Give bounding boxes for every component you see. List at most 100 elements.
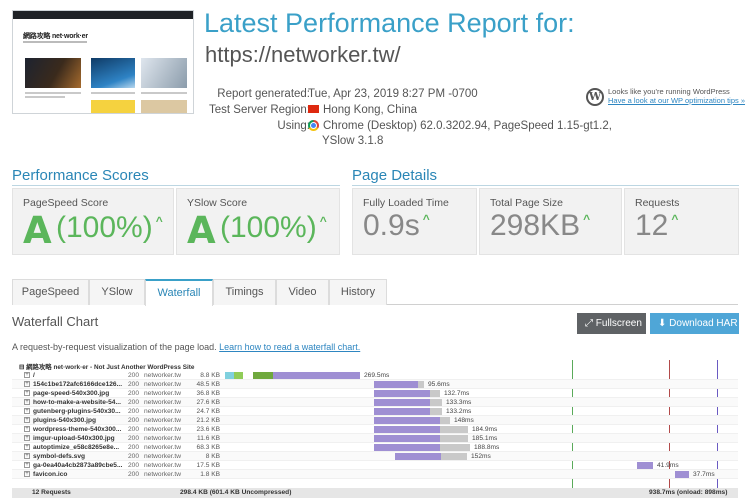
learn-waterfall-link[interactable]: Learn how to read a waterfall chart. xyxy=(219,342,361,352)
request-domain: networker.tw xyxy=(144,381,182,388)
request-time: 152ms xyxy=(471,453,491,460)
tab-timings[interactable]: Timings xyxy=(213,279,276,305)
pagespeed-score-label: PageSpeed Score xyxy=(23,197,109,209)
request-time: 269.5ms xyxy=(364,372,390,379)
tab-video[interactable]: Video xyxy=(276,279,329,305)
waterfall-row[interactable]: + page-speed-540x300.jpg 200 networker.tw 36… xyxy=(12,389,738,398)
timing-bar xyxy=(675,471,689,478)
timing-bar xyxy=(440,417,450,424)
total-page-size-value: 298KB xyxy=(490,209,581,242)
expand-row-icon[interactable]: + xyxy=(24,372,30,378)
expand-row-icon[interactable]: + xyxy=(24,399,30,405)
caret-up-icon: ^ xyxy=(422,212,430,226)
timing-bar xyxy=(225,372,234,379)
waterfall-chart: ⊟ 網路攻略 net·work·er - Not Just Another Wo… xyxy=(12,360,738,503)
expand-row-icon[interactable]: + xyxy=(24,435,30,441)
request-domain: networker.tw xyxy=(144,390,182,397)
fully-loaded-card: Fully Loaded Time 0.9s ^ xyxy=(352,188,477,255)
fullscreen-icon: ⤢ xyxy=(585,318,596,329)
request-status: 200 xyxy=(128,453,140,460)
tab-pagespeed[interactable]: PageSpeed xyxy=(12,279,89,305)
report-title: Latest Performance Report for: xyxy=(204,8,575,38)
expand-row-icon[interactable]: + xyxy=(24,444,30,450)
waterfall-row[interactable]: + symbol-defs.svg 200 networker.tw 8 KB 152ms xyxy=(12,452,738,461)
test-region-row: Test Server Region: Hong Kong, China xyxy=(0,104,750,118)
footer-size: 298.4 KB (601.4 KB Uncompressed) xyxy=(180,489,292,496)
request-status: 200 xyxy=(128,372,140,379)
test-region-label: Test Server Region: xyxy=(209,104,310,116)
request-status: 200 xyxy=(128,462,140,469)
report-generated-label: Report generated: xyxy=(217,88,310,100)
request-size: 48.5 KB xyxy=(196,381,220,388)
request-time: 148ms xyxy=(454,417,474,424)
request-status: 200 xyxy=(128,426,140,433)
request-domain: networker.tw xyxy=(144,435,182,442)
tab-yslow[interactable]: YSlow xyxy=(89,279,145,305)
request-time: 41.9ms xyxy=(657,462,679,469)
request-size: 8 KB xyxy=(205,453,220,460)
timing-bar xyxy=(440,435,468,442)
waterfall-row[interactable]: +154c1be172afc6166dce126... 200 networker.… xyxy=(12,380,738,389)
request-url: favicon.ico xyxy=(33,471,68,478)
dom-loaded-line xyxy=(572,360,573,498)
waterfall-footer: 12 Requests 298.4 KB (601.4 KB Uncompres… xyxy=(12,488,738,498)
waterfall-row[interactable]: + how-to-make-a-website-54... 200 networker… xyxy=(12,398,738,407)
pagespeed-grade: A xyxy=(23,209,52,252)
chrome-icon xyxy=(308,120,319,131)
expand-row-icon[interactable]: + xyxy=(24,453,30,459)
test-region-value: Hong Kong, China xyxy=(323,104,417,116)
request-size: 8.8 KB xyxy=(200,372,220,379)
expand-row-icon[interactable]: + xyxy=(24,408,30,414)
expand-row-icon[interactable]: + xyxy=(24,462,30,468)
request-size: 23.6 KB xyxy=(196,426,220,433)
report-url: https://networker.tw/ xyxy=(205,42,401,67)
tab-history[interactable]: History xyxy=(329,279,387,305)
timing-bar xyxy=(374,426,440,433)
request-size: 36.8 KB xyxy=(196,390,220,397)
expand-row-icon[interactable]: + xyxy=(24,417,30,423)
request-url: imgur-upload-540x300.jpg xyxy=(33,435,115,442)
total-page-size-card: Total Page Size 298KB ^ xyxy=(479,188,622,255)
waterfall-row[interactable]: + gutenberg-plugins-540x30... 200 networker… xyxy=(12,407,738,416)
timing-bar xyxy=(374,399,430,406)
using-row: Using: Chrome (Desktop) 62.0.3202.94, Pa… xyxy=(0,120,750,134)
using-label: Using: xyxy=(277,120,310,132)
site-screenshot-thumbnail: 網路攻略 net·work·er xyxy=(12,10,194,114)
expand-row-icon[interactable]: + xyxy=(24,381,30,387)
footer-requests: 12 Requests xyxy=(32,489,71,496)
waterfall-row[interactable]: + autoptimize_e58c8265e8e... 200 networker.… xyxy=(12,443,738,452)
waterfall-row[interactable]: +/ 200 networker.tw 8.8 KB 269.5ms xyxy=(12,371,738,380)
expand-row-icon[interactable]: + xyxy=(24,426,30,432)
thumbnail-nav xyxy=(13,11,193,19)
yslow-percent: (100%) xyxy=(220,211,317,244)
request-url: plugins-540x300.jpg xyxy=(33,417,97,424)
pagespeed-score-card: PageSpeed Score A (100%) ^ xyxy=(12,188,174,255)
yslow-grade: A xyxy=(187,209,216,252)
caret-up-icon: ^ xyxy=(583,212,591,226)
download-har-button[interactable]: ⬇ Download HAR xyxy=(650,313,739,334)
request-url: page-speed-540x300.jpg xyxy=(33,390,110,397)
timing-bar xyxy=(430,390,440,397)
expand-row-icon[interactable]: + xyxy=(24,471,30,477)
waterfall-row[interactable]: + wordpress-theme-540x300... 200 networker.… xyxy=(12,425,738,434)
waterfall-row[interactable]: + plugins-540x300.jpg 200 networker.tw 21.2 … xyxy=(12,416,738,425)
tab-waterfall[interactable]: Waterfall xyxy=(145,279,213,306)
waterfall-row[interactable]: + imgur-upload-540x300.jpg 200 networker.tw… xyxy=(12,434,738,443)
timing-bar xyxy=(430,408,442,415)
thumbnail-site-title: 網路攻略 net·work·er xyxy=(23,33,88,40)
request-url: 154c1be172afc6166dce126... xyxy=(33,381,123,388)
request-domain: networker.tw xyxy=(144,471,182,478)
page-details-title: Page Details xyxy=(352,167,438,184)
request-url: autoptimize_e58c8265e8e... xyxy=(33,444,120,451)
waterfall-row[interactable]: + ga-0ea40a4cb2873a89cbe5... 200 networker.… xyxy=(12,461,738,470)
request-status: 200 xyxy=(128,471,140,478)
timing-bar xyxy=(374,408,430,415)
pagespeed-percent: (100%) xyxy=(56,211,153,244)
waterfall-row[interactable]: + favicon.ico 200 networker.tw 1.8 KB 37.7ms xyxy=(12,470,738,479)
timing-bar xyxy=(374,417,440,424)
expand-row-icon[interactable]: + xyxy=(24,390,30,396)
fullscreen-button[interactable]: ⤢ Fullscreen xyxy=(577,313,646,334)
timing-bar xyxy=(440,426,468,433)
wp-optimization-tips-link[interactable]: Have a look at our WP optimization tips … xyxy=(608,96,746,105)
divider xyxy=(352,185,739,186)
